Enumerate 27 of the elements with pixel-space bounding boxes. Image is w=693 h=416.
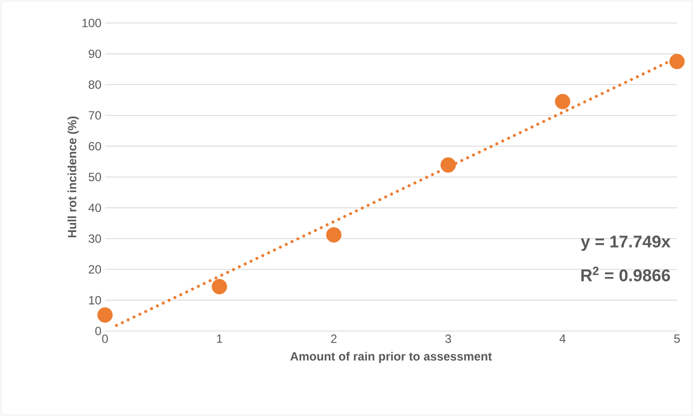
point xyxy=(326,227,342,243)
y-tick-label: 100 xyxy=(82,18,102,28)
y-tick-label: 10 xyxy=(89,296,102,304)
y-tick-label: 20 xyxy=(88,265,102,274)
x-tick-label: 4 xyxy=(560,334,566,343)
annotation: R$^{2}$ = 0.9866 xyxy=(581,266,670,282)
x-tick-label: 1 xyxy=(216,334,222,343)
x-axis-title: Amount of rain prior to assessment xyxy=(290,352,492,363)
x-tick-label: 2 xyxy=(331,334,337,343)
point xyxy=(669,54,685,70)
x-tick-label: 0 xyxy=(102,334,108,343)
x-tick-label: 5 xyxy=(674,334,680,343)
x-tick-label: 3 xyxy=(445,334,452,343)
y-tick-label: 70 xyxy=(88,111,102,120)
point xyxy=(440,157,456,173)
y-tick-label: 0 xyxy=(95,326,102,336)
y-tick-label: 60 xyxy=(88,142,102,150)
y-tick-label: 80 xyxy=(88,80,102,89)
annotation: y = 17.749x xyxy=(580,236,670,251)
point xyxy=(212,278,228,294)
y-axis-title: Hull rot incidence (%) xyxy=(68,116,79,238)
point xyxy=(554,94,570,110)
y-tick-label: 40 xyxy=(88,204,102,212)
point xyxy=(97,307,113,323)
y-tick-label: 30 xyxy=(88,234,102,243)
y-tick-label: 50 xyxy=(88,172,102,182)
y-tick-label: 90 xyxy=(88,50,102,58)
